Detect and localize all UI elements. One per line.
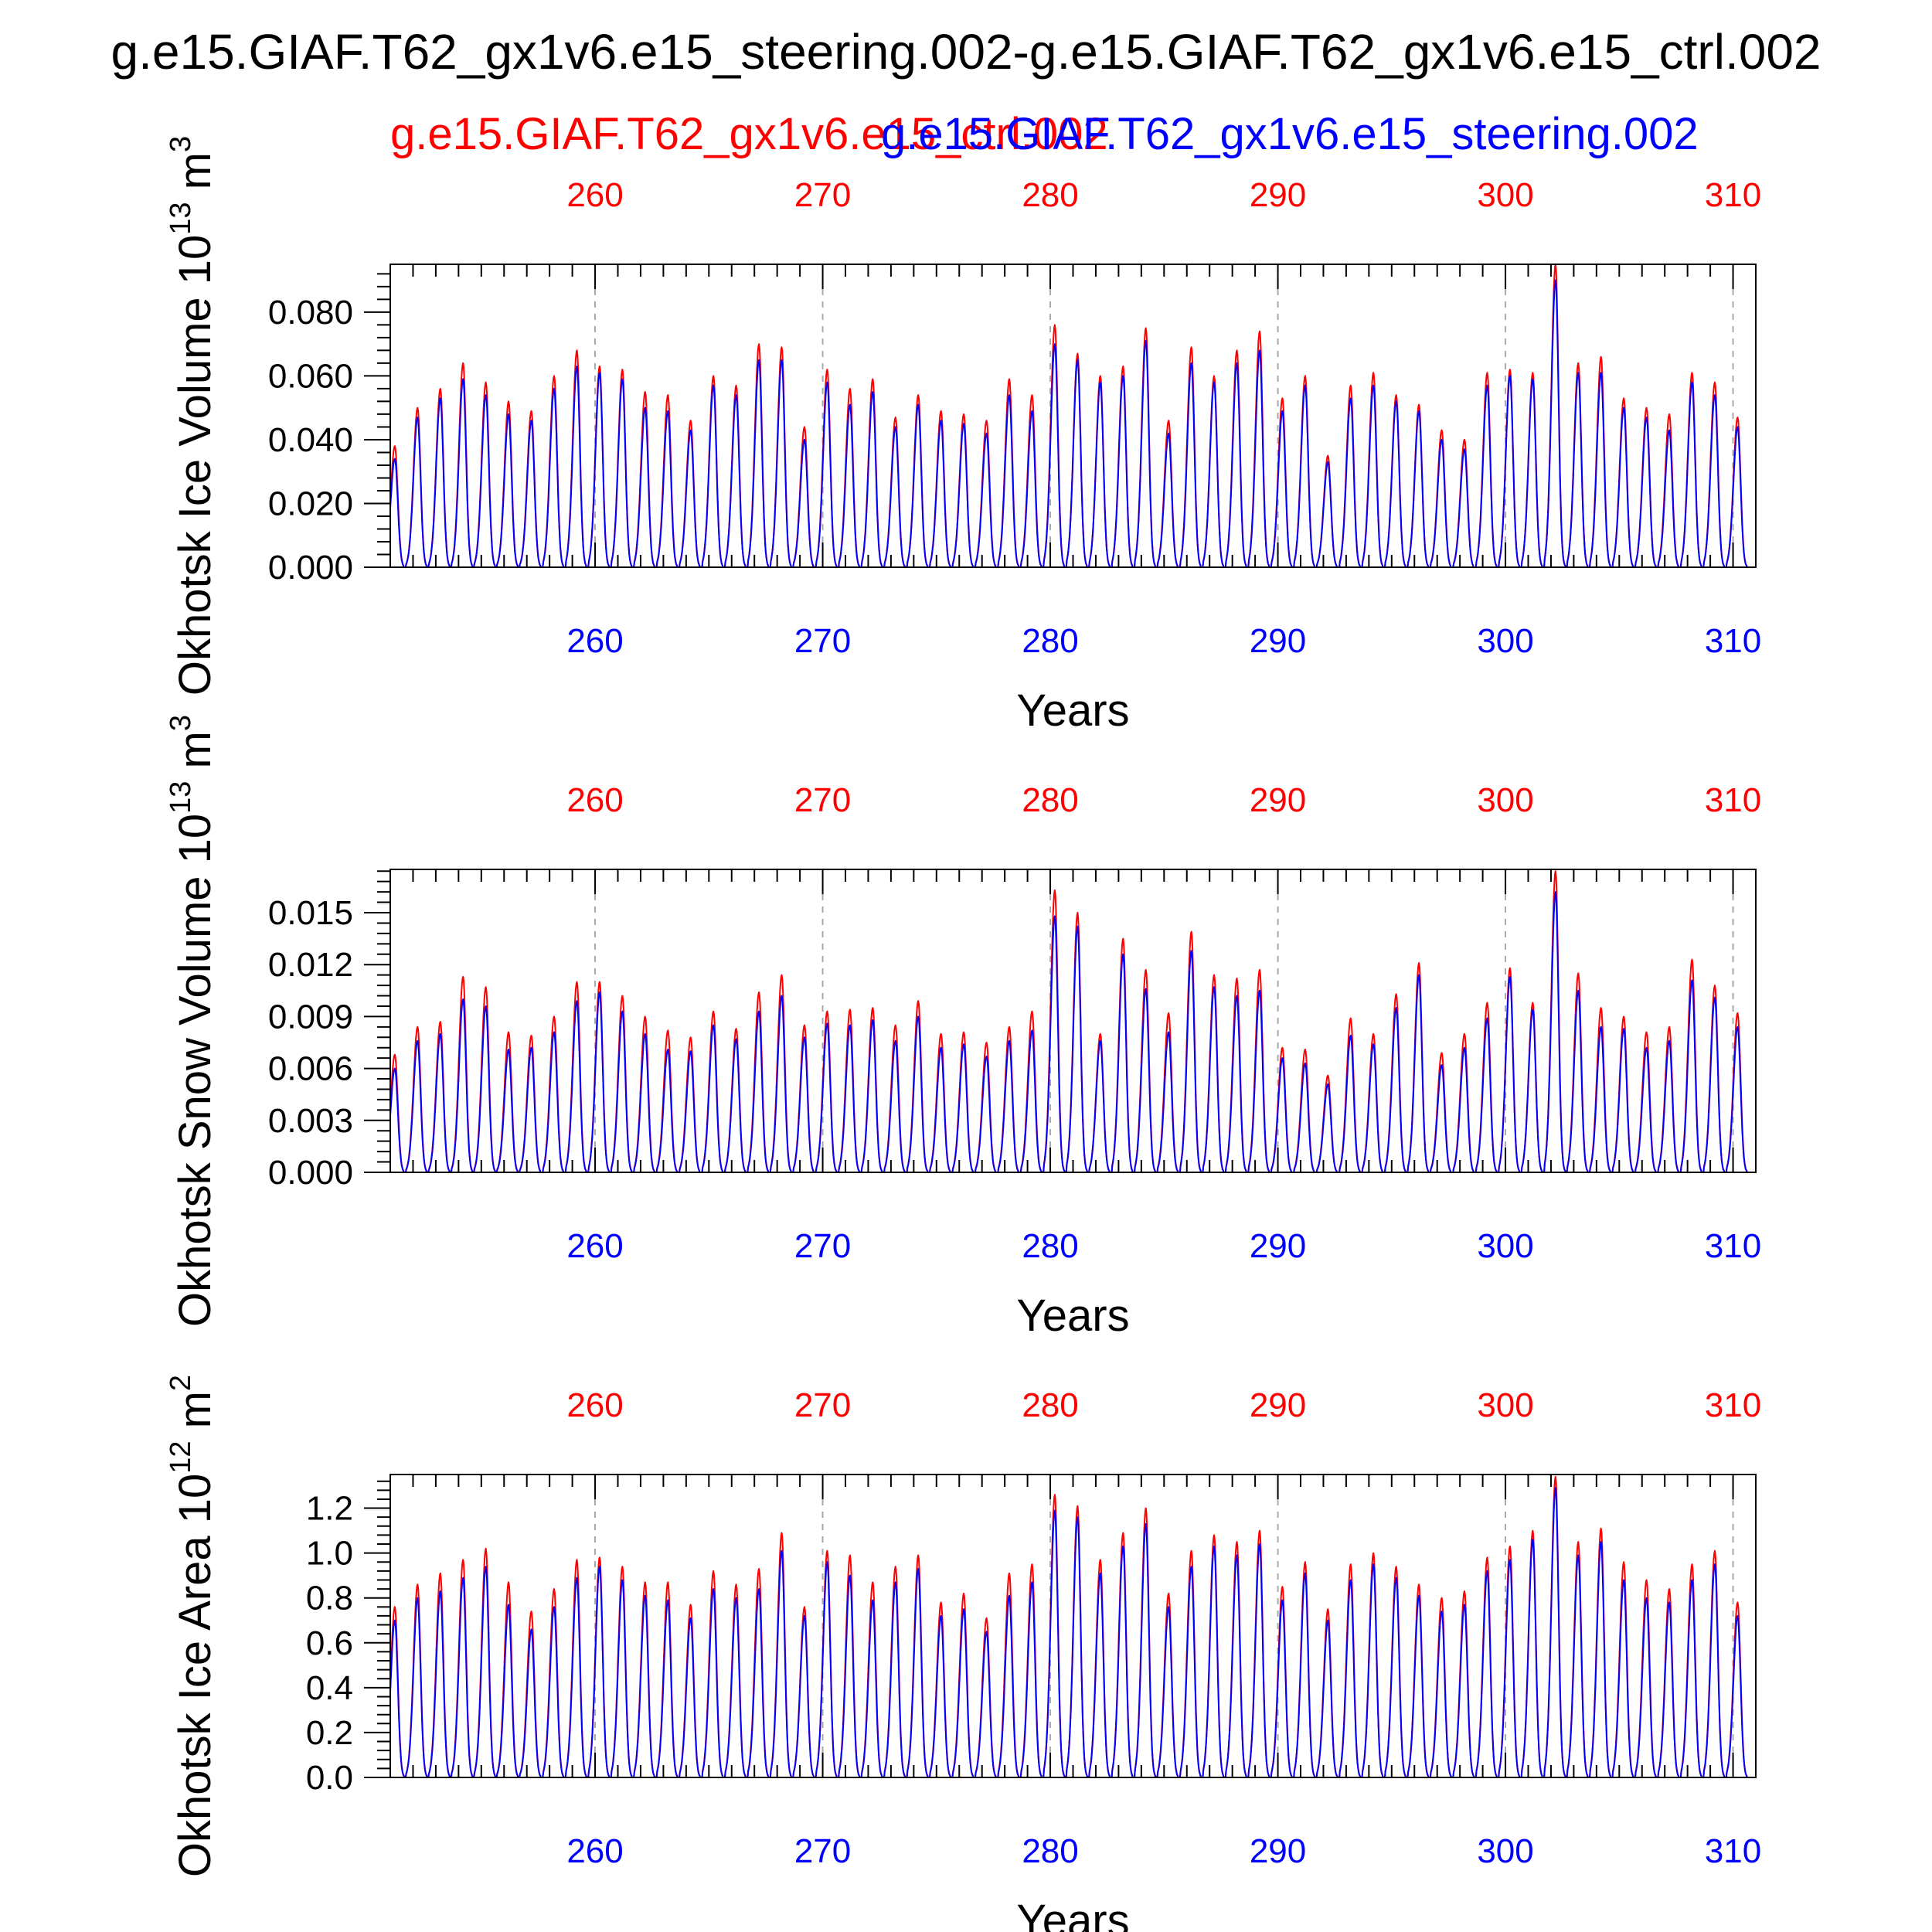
y-tick-label: 0.015 xyxy=(268,894,353,932)
y-tick-label: 0.040 xyxy=(268,421,353,459)
y-tick-label: 0.006 xyxy=(268,1050,353,1088)
series-line-steering xyxy=(389,891,1757,1173)
x-tick-label-bottom: 310 xyxy=(1705,1227,1761,1265)
x-tick-label-top: 270 xyxy=(794,1386,851,1424)
y-axis-title-exp: 13 xyxy=(165,781,197,814)
x-tick-label-bottom: 280 xyxy=(1022,1227,1078,1265)
y-tick-label: 0.080 xyxy=(268,294,353,332)
y-tick-label: 0.012 xyxy=(268,946,353,984)
x-tick-label-bottom: 270 xyxy=(794,1832,851,1870)
x-tick-label-bottom: 310 xyxy=(1705,622,1761,660)
x-tick-label-top: 310 xyxy=(1705,1386,1761,1424)
x-tick-label-bottom: 280 xyxy=(1022,622,1078,660)
y-tick-label: 0.003 xyxy=(268,1102,353,1140)
x-axis-title: Years xyxy=(1016,1896,1129,1932)
y-axis-title-main: Okhotsk Snow Volume 10 xyxy=(170,814,220,1327)
y-axis-title: Okhotsk Ice Volume 1013 m3 xyxy=(165,136,220,696)
x-tick-label-top: 310 xyxy=(1705,781,1761,819)
y-axis-title: Okhotsk Ice Area 1012 m2 xyxy=(165,1375,220,1877)
x-tick-label-top: 300 xyxy=(1477,1386,1533,1424)
y-tick-label: 0.020 xyxy=(268,485,353,522)
panel-2: 260 260 270 270 280 280 290 290 300 300 310 310 0.00… xyxy=(165,715,1761,1341)
panel-1: 260 260 270 270 280 280 290 290 300 300 310 310 0.00… xyxy=(165,136,1761,736)
series-line-steering xyxy=(389,279,1757,568)
y-axis-title-unit: m xyxy=(170,1391,220,1440)
y-axis-title: Okhotsk Snow Volume 1013 m3 xyxy=(165,715,220,1327)
figure-title: g.e15.GIAF.T62_gx1v6.e15_steering.002-g.… xyxy=(111,24,1821,80)
x-tick-label-bottom: 260 xyxy=(566,622,623,660)
x-tick-label-bottom: 280 xyxy=(1022,1832,1078,1870)
y-axis-title-unit-exp: 2 xyxy=(165,1375,197,1391)
x-tick-label-bottom: 290 xyxy=(1250,1832,1306,1870)
x-tick-label-top: 310 xyxy=(1705,176,1761,214)
x-axis-title: Years xyxy=(1016,1291,1129,1341)
x-tick-label-top: 260 xyxy=(566,176,623,214)
x-tick-label-bottom: 300 xyxy=(1477,622,1533,660)
y-axis-title-unit-exp: 3 xyxy=(165,715,197,731)
y-tick-label: 0.009 xyxy=(268,998,353,1036)
legend-ctrl-label: g.e15.GIAF.T62_gx1v6.e15_ctrl.002 xyxy=(390,109,1108,159)
x-tick-label-top: 280 xyxy=(1022,781,1078,819)
x-tick-label-top: 300 xyxy=(1477,176,1533,214)
x-tick-label-top: 300 xyxy=(1477,781,1533,819)
y-axis-title-main: Okhotsk Ice Area 10 xyxy=(170,1474,220,1877)
x-tick-label-top: 280 xyxy=(1022,176,1078,214)
x-tick-label-bottom: 260 xyxy=(566,1832,623,1870)
y-tick-label: 0.0 xyxy=(306,1759,353,1797)
x-tick-label-top: 290 xyxy=(1250,176,1306,214)
y-axis-title-unit: m xyxy=(170,152,220,202)
x-tick-label-bottom: 310 xyxy=(1705,1832,1761,1870)
y-tick-label: 0.000 xyxy=(268,1154,353,1192)
y-axis-title-unit-exp: 3 xyxy=(165,136,197,152)
x-tick-label-bottom: 260 xyxy=(566,1227,623,1265)
x-tick-label-top: 290 xyxy=(1250,1386,1306,1424)
y-axis-title-exp: 13 xyxy=(165,202,197,234)
y-axis-title-exp: 12 xyxy=(165,1441,197,1474)
x-tick-label-top: 260 xyxy=(566,1386,623,1424)
x-tick-label-bottom: 270 xyxy=(794,622,851,660)
y-tick-label: 0.060 xyxy=(268,357,353,395)
y-tick-label: 1.2 xyxy=(306,1490,353,1528)
x-tick-label-bottom: 270 xyxy=(794,1227,851,1265)
y-tick-label: 0.8 xyxy=(306,1580,353,1617)
x-tick-label-top: 280 xyxy=(1022,1386,1078,1424)
x-tick-label-bottom: 290 xyxy=(1250,622,1306,660)
y-tick-label: 1.0 xyxy=(306,1535,353,1573)
x-axis-title: Years xyxy=(1016,685,1129,736)
x-tick-label-bottom: 290 xyxy=(1250,1227,1306,1265)
panel-3: 260 260 270 270 280 280 290 290 300 300 310 310 0.0 0… xyxy=(165,1375,1761,1932)
y-axis-title-main: Okhotsk Ice Volume 10 xyxy=(170,235,220,696)
x-tick-label-top: 270 xyxy=(794,781,851,819)
legend-steering-label: g.e15.GIAF.T62_gx1v6.e15_steering.002 xyxy=(881,109,1699,159)
series-line-steering xyxy=(389,1487,1757,1778)
x-tick-label-top: 270 xyxy=(794,176,851,214)
x-tick-label-top: 260 xyxy=(566,781,623,819)
y-tick-label: 0.2 xyxy=(306,1714,353,1752)
x-tick-label-top: 290 xyxy=(1250,781,1306,819)
y-axis-title-unit: m xyxy=(170,731,220,781)
x-tick-label-bottom: 300 xyxy=(1477,1227,1533,1265)
y-tick-label: 0.000 xyxy=(268,549,353,587)
x-tick-label-bottom: 300 xyxy=(1477,1832,1533,1870)
y-tick-label: 0.4 xyxy=(306,1669,353,1707)
y-tick-label: 0.6 xyxy=(306,1624,353,1662)
